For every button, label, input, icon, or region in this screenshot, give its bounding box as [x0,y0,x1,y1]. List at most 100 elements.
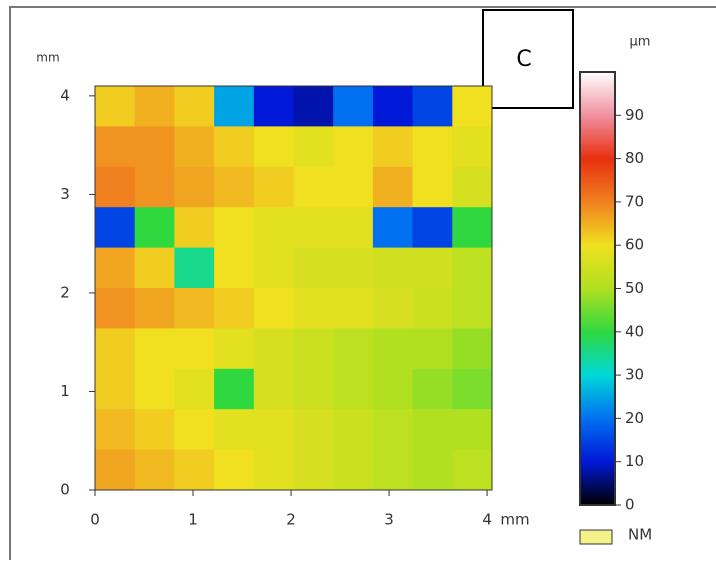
heat-cell [214,166,255,208]
heat-cell [214,409,255,451]
plot-frame [94,85,493,491]
heat-cell [452,368,493,410]
heat-cell [134,166,175,208]
heat-cell [174,166,215,208]
panel-label-box [482,9,574,109]
panel-label: C [516,47,531,72]
heat-cell [333,328,374,370]
heat-cell [333,207,374,249]
colorbar-tick-label: 40 [625,322,644,340]
heat-cell [452,409,493,451]
heat-cell [253,207,294,249]
colorbar-tick-label: 20 [625,409,644,427]
heat-cell [333,247,374,289]
heat-cell [372,126,414,168]
heat-cell [95,368,136,410]
heat-cell [95,166,136,208]
heat-cell [134,288,175,329]
heat-cell [333,449,374,491]
heat-cell [253,86,294,127]
heat-cell [95,288,136,329]
heat-cell [134,86,175,127]
heat-cell [293,288,334,329]
y-unit: mm [36,51,59,65]
heat-cell [293,86,334,127]
heat-cell [214,288,255,329]
heat-cell [174,449,215,491]
x-tick-label: 1 [188,511,198,529]
colorbar-tick-label: 0 [625,496,635,514]
heat-cell [412,368,453,410]
colorbar-tick-label: 50 [625,279,644,297]
heat-cell [214,368,255,410]
heat-cell [333,409,374,451]
heat-cell [253,288,294,329]
heat-cell [293,207,334,249]
heat-cell [412,288,453,329]
y-tick-label: 4 [60,86,70,104]
heat-cell [174,207,215,249]
y-tick-label: 1 [60,382,70,400]
heat-cell [174,368,215,410]
heat-cell [95,247,136,289]
heat-cell [95,207,136,249]
heat-cell [333,86,374,127]
heat-cell [372,207,414,249]
heat-cell [134,449,175,491]
legend-swatch [579,529,613,545]
y-tick-label: 0 [60,481,70,499]
heat-cell [293,328,334,370]
x-tick-label: 0 [90,511,100,529]
heat-cell [333,166,374,208]
heat-cell [134,126,175,168]
heat-cell [134,247,175,289]
colorbar-tick-label: 60 [625,236,644,254]
heat-cell [372,328,414,370]
colorbar-tick-label: 70 [625,192,644,210]
colorbar-tick-label: 80 [625,149,644,167]
heat-cell [372,288,414,329]
heat-cell [134,328,175,370]
heat-cell [333,368,374,410]
heat-cell [412,449,453,491]
heat-cell [253,368,294,410]
heat-cell [412,126,453,168]
heat-cell [452,247,493,289]
heat-cell [214,247,255,289]
heat-cell [214,449,255,491]
heat-cell [95,126,136,168]
heat-cell [412,166,453,208]
heat-cell [293,409,334,451]
heat-cell [412,409,453,451]
x-tick-label: 3 [384,511,394,529]
heat-cell [134,207,175,249]
heat-cell [174,86,215,127]
heat-cell [372,247,414,289]
heat-cell [95,86,136,127]
heat-cell [214,328,255,370]
heat-cell [372,368,414,410]
heat-cell [372,86,414,127]
heat-cell [372,409,414,451]
y-tick-label: 2 [60,283,70,301]
heat-cell [372,449,414,491]
heat-cell [452,126,493,168]
heat-cell [452,166,493,208]
y-tick-label: 3 [60,185,70,203]
colorbar-label: μm [630,35,651,50]
heat-cell [412,207,453,249]
heat-cell [253,126,294,168]
heat-cell [452,288,493,329]
heat-cell [412,328,453,370]
x-tick-label: 4 [482,511,492,529]
heat-cell [174,247,215,289]
colorbar-tick-label: 90 [625,106,644,124]
heat-cell [174,126,215,168]
heat-cell [293,368,334,410]
heat-cell [214,86,255,127]
heat-cell [293,166,334,208]
heat-cell [214,207,255,249]
heat-cell [134,409,175,451]
heat-cell [95,449,136,491]
